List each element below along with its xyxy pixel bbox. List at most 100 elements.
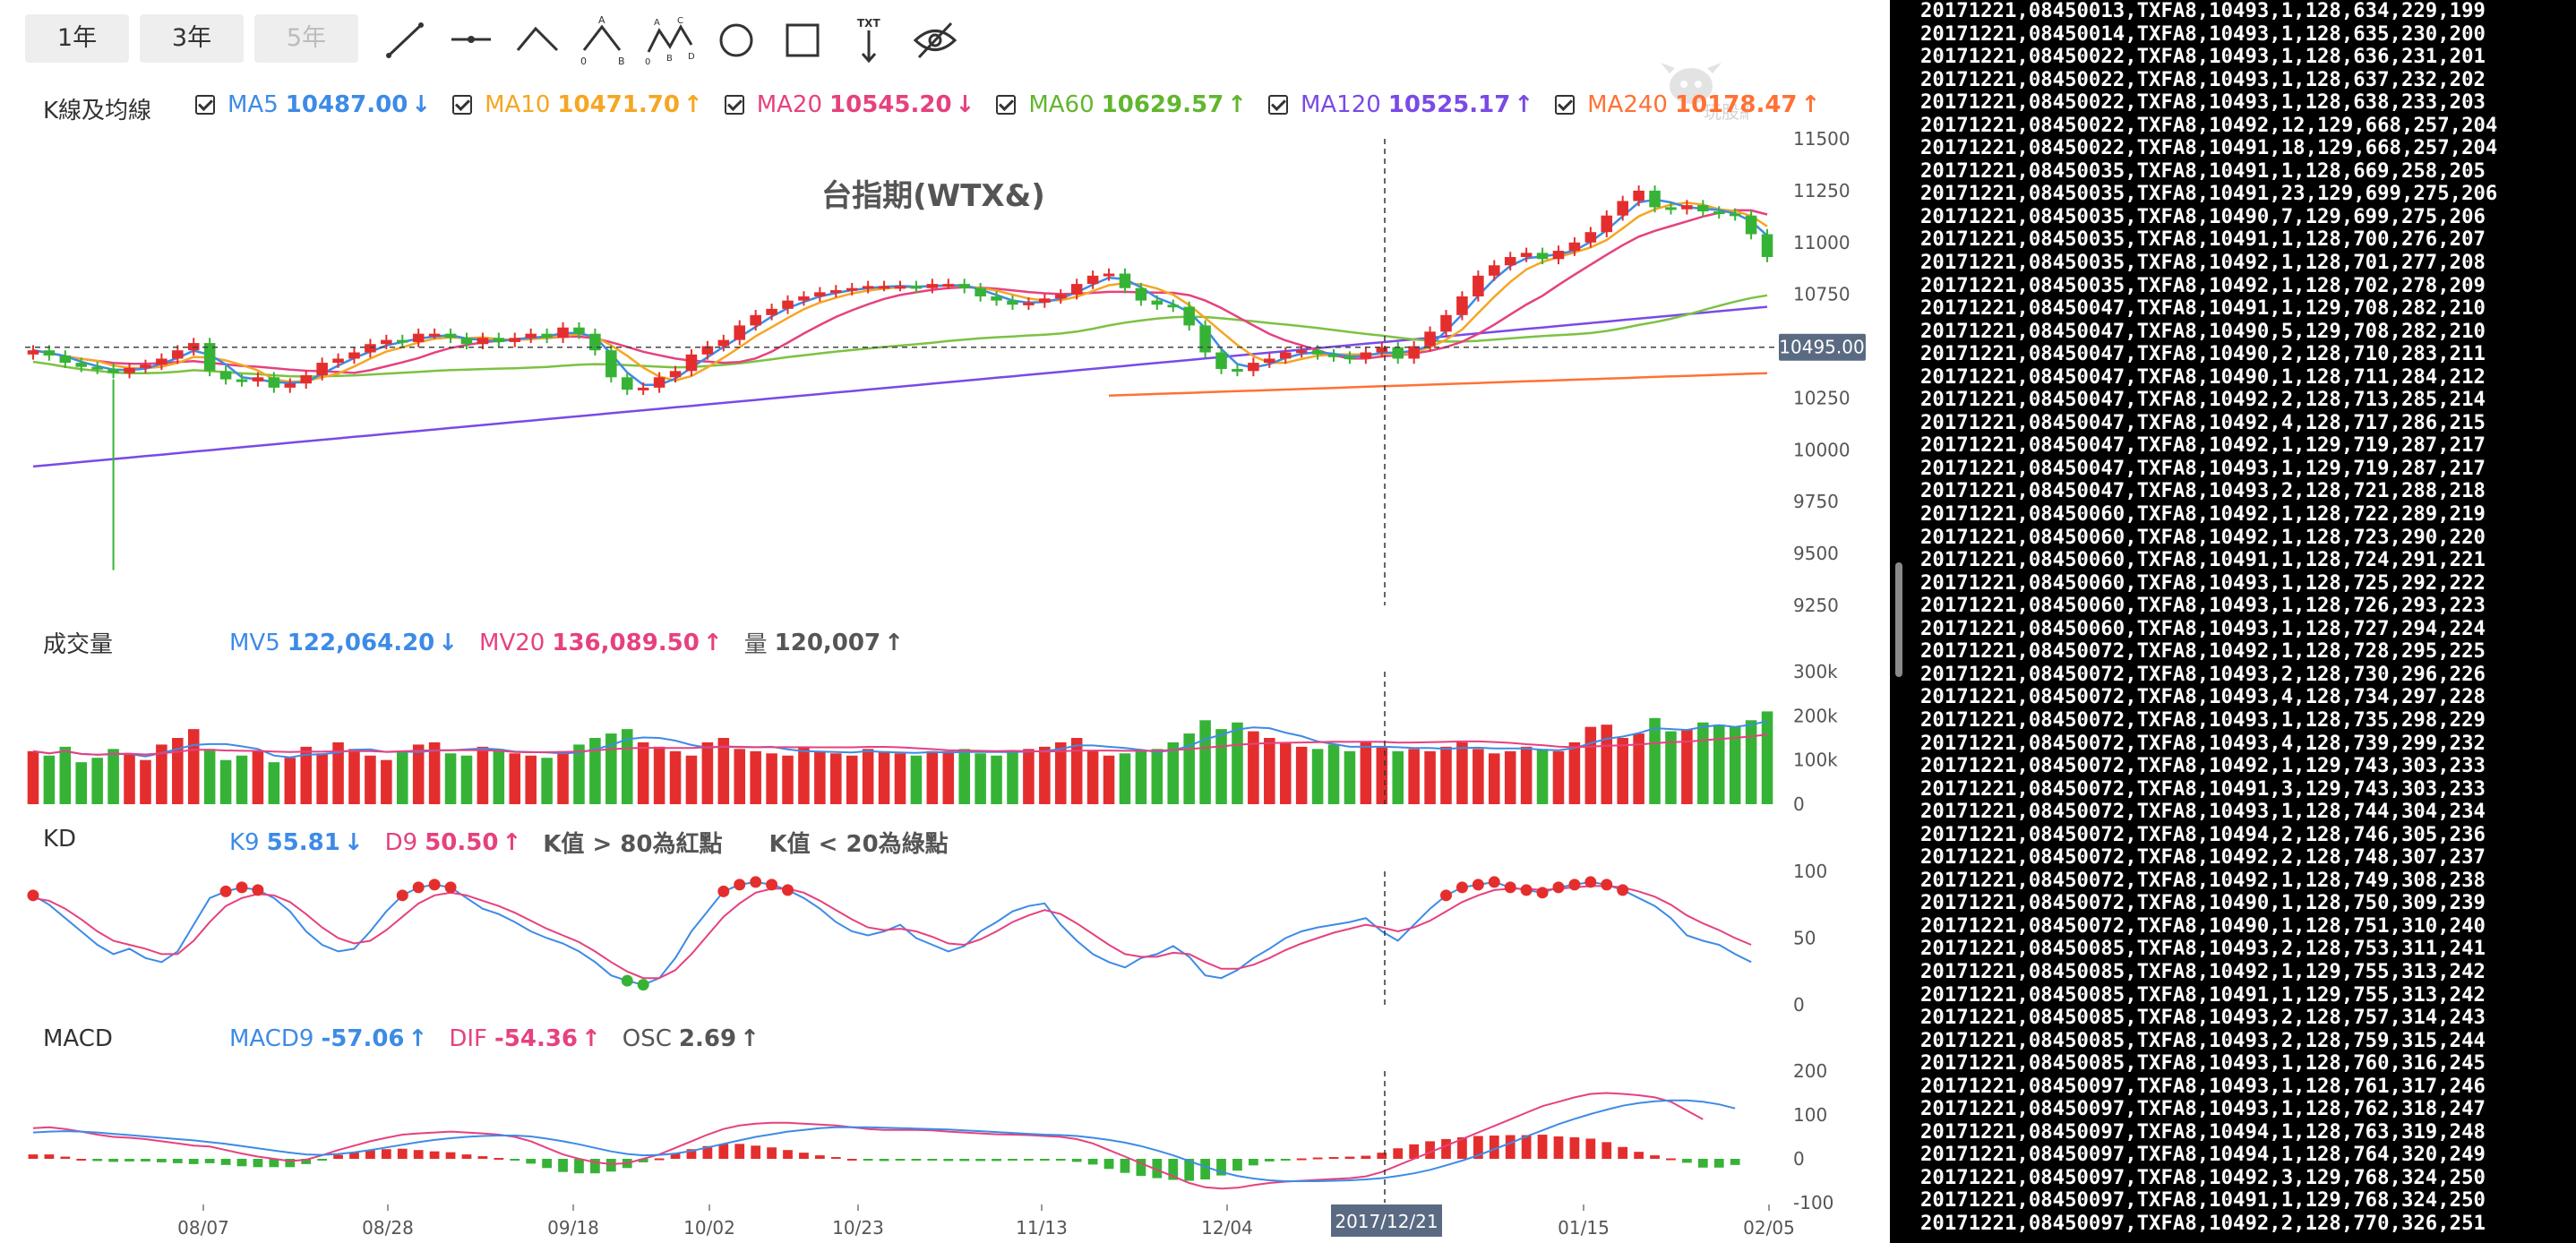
tick-row: 20171221,08450097,TXFA8,10493,1,128,761,… bbox=[1920, 1074, 2486, 1098]
checkbox-ma20[interactable] bbox=[724, 95, 744, 115]
candle-body bbox=[1617, 201, 1628, 216]
osc-bar bbox=[1361, 1155, 1371, 1159]
main-legend-ma5[interactable]: MA5 10487.00 ↓ bbox=[195, 91, 431, 118]
candle-body bbox=[27, 350, 39, 355]
candle-body bbox=[172, 350, 184, 359]
checkbox-ma5[interactable] bbox=[195, 95, 215, 115]
candle-body bbox=[798, 296, 810, 301]
volume-bar bbox=[894, 753, 906, 804]
tick-row: 20171221,08450022,TXFA8,10492,12,129,668… bbox=[1920, 113, 2498, 137]
candle-body bbox=[1392, 347, 1404, 359]
candle-body bbox=[43, 350, 56, 356]
candle-body bbox=[444, 333, 457, 339]
candle-body bbox=[397, 339, 408, 343]
volume-bar bbox=[1761, 711, 1773, 804]
macd-y-tick-label: 100 bbox=[1793, 1104, 1827, 1126]
main-legend-ma60[interactable]: MA60 10629.57 ↑ bbox=[996, 91, 1247, 118]
candle-body bbox=[1520, 253, 1533, 257]
candle-body bbox=[717, 339, 730, 347]
candle-body bbox=[509, 338, 521, 342]
chart-canvas[interactable]: 9250950097501000010250105001075011000112… bbox=[0, 0, 1868, 1243]
checkbox-ma60[interactable] bbox=[996, 95, 1017, 115]
volume-bar bbox=[798, 746, 810, 804]
hide-drawings-icon[interactable] bbox=[906, 14, 964, 66]
volume-bar bbox=[348, 749, 360, 804]
volume-bar bbox=[107, 749, 119, 804]
candle-body bbox=[1473, 275, 1484, 296]
osc-bar bbox=[1296, 1158, 1307, 1161]
osc-bar bbox=[108, 1159, 118, 1162]
horizontal-line-tool-icon[interactable] bbox=[442, 14, 500, 66]
osc-bar bbox=[1505, 1135, 1516, 1159]
candle-body bbox=[782, 300, 794, 309]
osc-bar bbox=[751, 1145, 761, 1159]
osc-bar bbox=[381, 1149, 391, 1159]
abc-pattern-tool-icon[interactable]: A 0 B bbox=[575, 14, 632, 66]
text-tool-icon[interactable]: TXT bbox=[840, 14, 897, 66]
main-legend-ma10[interactable]: MA10 10471.70 ↑ bbox=[452, 91, 703, 118]
tick-row: 20171221,08450060,TXFA8,10493,1,128,727,… bbox=[1920, 616, 2486, 640]
kd-note: K值 < 20為綠點 bbox=[769, 831, 949, 858]
osc-bar bbox=[1103, 1159, 1114, 1170]
osc-bar bbox=[767, 1147, 777, 1159]
volume-bar bbox=[509, 753, 521, 804]
candle-body bbox=[1376, 347, 1388, 353]
rectangle-tool-icon[interactable] bbox=[774, 14, 831, 66]
candle-body bbox=[1601, 215, 1613, 233]
range-5y-button[interactable]: 5年 bbox=[254, 14, 358, 63]
candle-body bbox=[1232, 369, 1243, 373]
volume-bar bbox=[1473, 749, 1484, 804]
checkbox-ma120[interactable] bbox=[1267, 95, 1288, 115]
candle-body bbox=[701, 346, 714, 355]
volume-bar bbox=[124, 753, 135, 804]
volume-bar bbox=[717, 738, 730, 804]
range-3y-button[interactable]: 3年 bbox=[140, 14, 244, 63]
main-legend-ma240[interactable]: MA240 10178.47 ↑ bbox=[1555, 91, 1820, 118]
tick-data-scrollbar[interactable] bbox=[1895, 562, 1902, 677]
checkbox-ma10[interactable] bbox=[452, 95, 473, 115]
osc-bar bbox=[1168, 1159, 1179, 1180]
osc-bar bbox=[92, 1159, 103, 1162]
candle-body bbox=[1697, 205, 1709, 212]
main-legend-ma20[interactable]: MA20 10545.20 ↓ bbox=[724, 91, 975, 118]
tick-row: 20171221,08450085,TXFA8,10491,1,129,755,… bbox=[1920, 982, 2486, 1007]
osc-bar bbox=[1232, 1159, 1242, 1171]
volume-bar bbox=[1376, 746, 1388, 804]
price-y-tick-label: 9250 bbox=[1793, 595, 1839, 616]
tick-row: 20171221,08450013,TXFA8,10493,1,128,634,… bbox=[1920, 0, 2486, 22]
candle-body bbox=[140, 364, 151, 368]
tick-row: 20171221,08450072,TXFA8,10492,2,128,748,… bbox=[1920, 845, 2486, 870]
candle-body bbox=[766, 308, 777, 315]
legend-name: K9 bbox=[229, 828, 260, 856]
candle-body bbox=[300, 374, 312, 384]
chart-panel: 1年 3年 5年 A 0 B A C 0 B D TXT bbox=[0, 0, 1868, 1243]
x-tick-label: 01/15 bbox=[1558, 1217, 1610, 1239]
volume-bar bbox=[1665, 731, 1677, 804]
osc-bar bbox=[365, 1150, 375, 1159]
candle-body bbox=[621, 377, 633, 390]
osc-bar bbox=[879, 1159, 889, 1162]
osc-bar bbox=[783, 1150, 793, 1159]
candle-body bbox=[525, 333, 537, 339]
tick-row: 20171221,08450014,TXFA8,10493,1,128,635,… bbox=[1920, 21, 2486, 46]
tick-row: 20171221,08450060,TXFA8,10492,1,128,723,… bbox=[1920, 525, 2486, 549]
volume-bar bbox=[1568, 742, 1581, 804]
line-tool-icon[interactable] bbox=[376, 14, 434, 66]
checkbox-ma240[interactable] bbox=[1555, 95, 1576, 115]
osc-bar bbox=[1441, 1138, 1451, 1159]
candle-body bbox=[814, 292, 826, 296]
tick-row: 20171221,08450022,TXFA8,10493,1,128,636,… bbox=[1920, 45, 2486, 69]
main-legend-ma120[interactable]: MA120 10525.17 ↑ bbox=[1267, 91, 1533, 118]
tick-row: 20171221,08450047,TXFA8,10493,1,129,719,… bbox=[1920, 456, 2486, 480]
svg-text:0: 0 bbox=[645, 57, 650, 66]
osc-bar bbox=[1120, 1159, 1130, 1173]
volume-bar bbox=[701, 742, 714, 804]
polyline-tool-icon[interactable] bbox=[509, 14, 566, 66]
candle-body bbox=[991, 296, 1002, 301]
legend-value: -57.06 bbox=[321, 1025, 405, 1052]
tick-row: 20171221,08450085,TXFA8,10493,1,128,760,… bbox=[1920, 1051, 2486, 1076]
abcd-pattern-tool-icon[interactable]: A C 0 B D bbox=[641, 14, 699, 66]
circle-tool-icon[interactable] bbox=[708, 14, 765, 66]
candle-body bbox=[1456, 296, 1468, 315]
range-1y-button[interactable]: 1年 bbox=[25, 14, 129, 63]
